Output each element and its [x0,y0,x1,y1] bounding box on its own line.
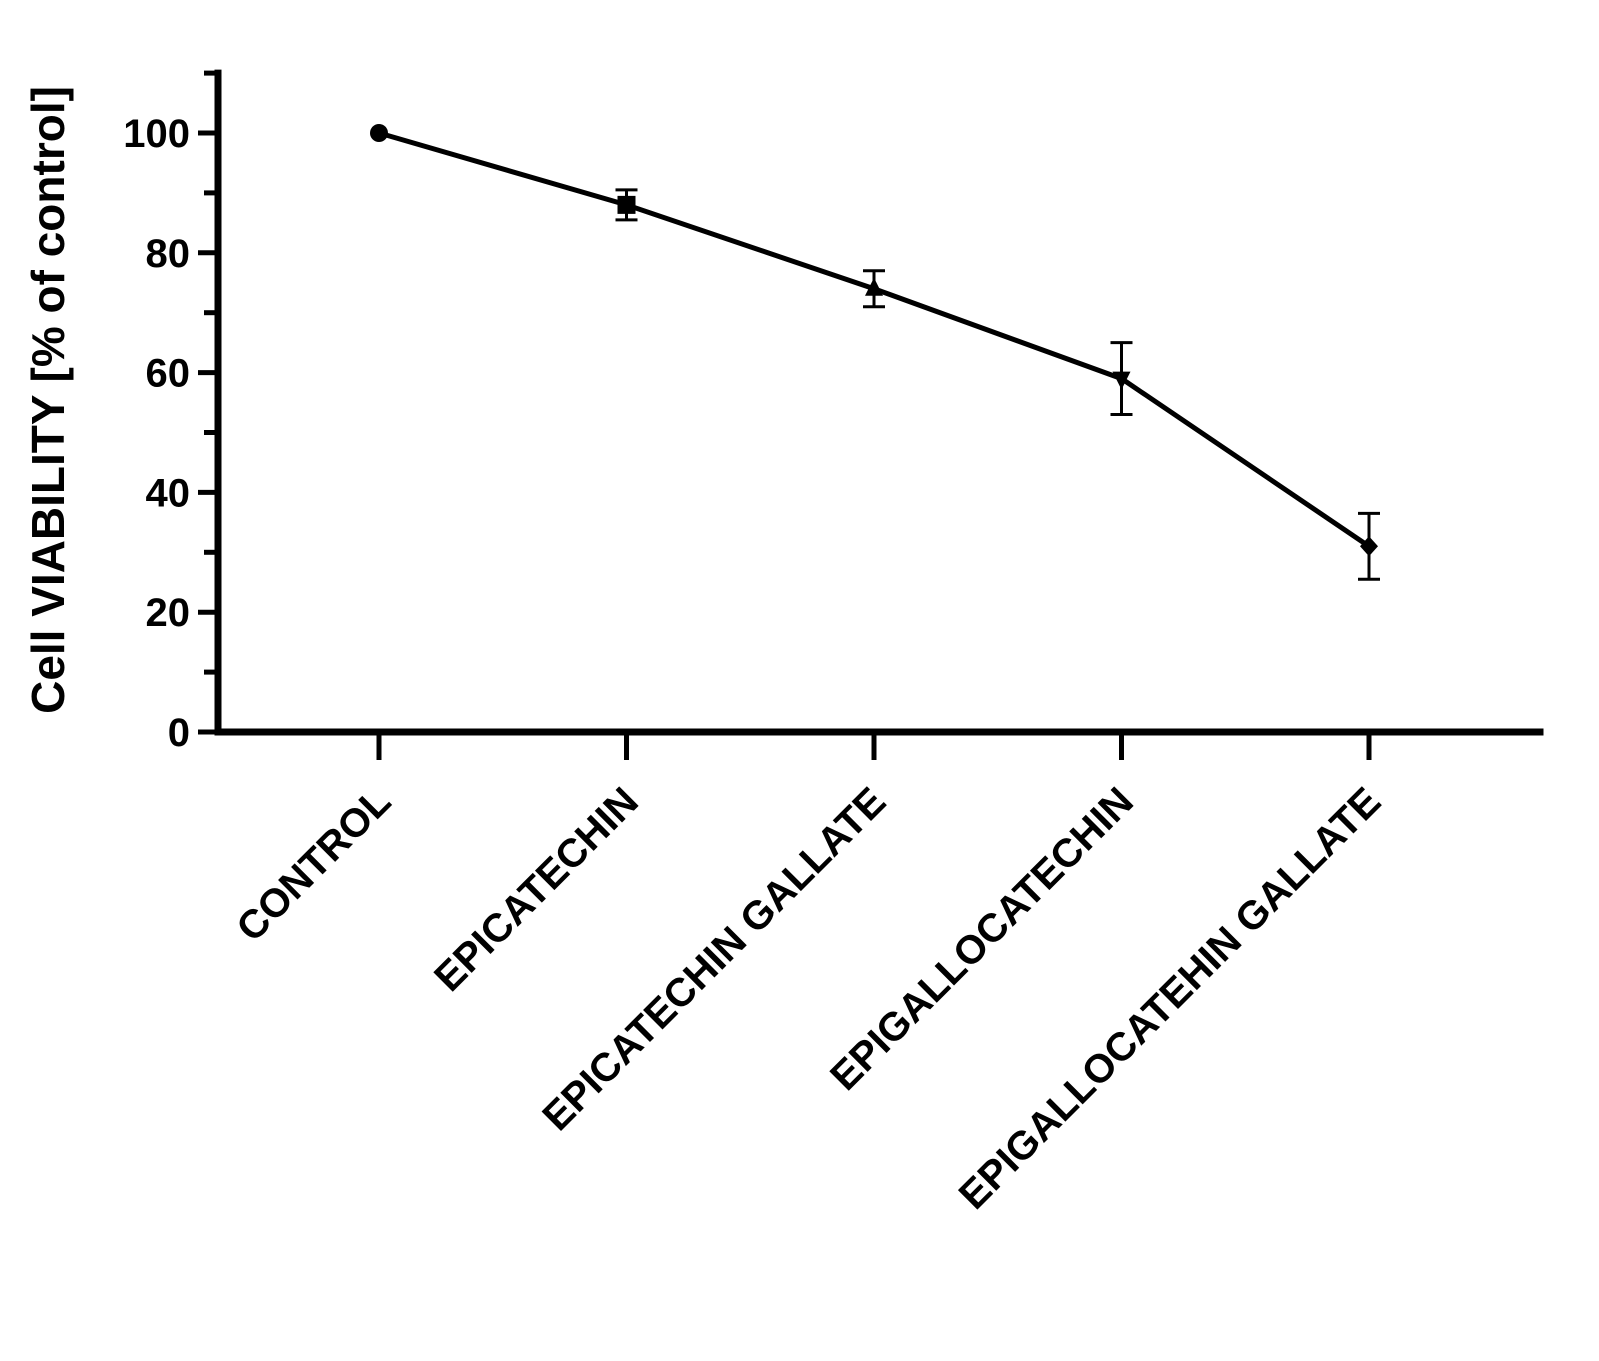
y-tick-label: 40 [146,471,191,515]
data-point [1112,371,1131,390]
x-tick-label: EPIGALLOCATEHIN GALLATE [951,779,1390,1218]
data-point [617,195,636,214]
y-tick-label: 100 [123,112,190,156]
y-tick-label: 0 [168,711,190,755]
series-line [378,130,1371,549]
y-tick-label: 20 [146,591,191,635]
data-point [370,124,388,142]
y-tick-label: 80 [146,232,191,276]
x-tick-label: EPICATECHIN [426,779,647,1000]
data-point [1360,536,1378,557]
y-axis-label: Cell VIABILITY [% of control] [22,86,74,714]
y-tick-label: 60 [146,352,191,396]
plot-area [370,124,1380,581]
data-point [865,277,883,296]
axes [214,69,1544,736]
x-tick-label: CONTROL [228,779,399,950]
y-axis-ticks: 0 20 40 60 80 100 [123,70,218,755]
